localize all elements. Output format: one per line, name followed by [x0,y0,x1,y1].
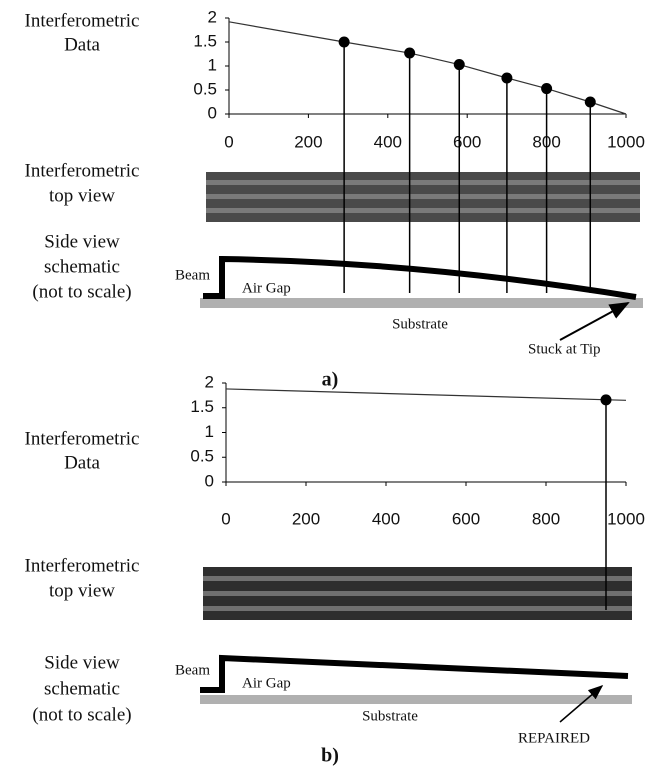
data-point [585,97,596,108]
data-point [339,37,350,48]
x-tick-label: 400 [374,132,402,151]
gap-label: Air Gap [242,280,291,296]
y-tick-label: 0.5 [190,447,214,466]
row-label: Interferometric [25,555,140,576]
y-tick-label: 1.5 [193,31,217,50]
y-tick-label: 1 [208,55,217,74]
data-point [404,48,415,59]
data-point [541,83,552,94]
top-view-image [206,172,640,222]
x-tick-label: 1000 [607,509,645,528]
x-tick-label: 200 [292,509,320,528]
substrate-label: Substrate [392,316,448,332]
y-tick-label: 1 [205,422,214,441]
x-tick-label: 800 [532,509,560,528]
row-label: Interferometric [25,10,140,31]
row-label: top view [49,185,115,206]
data-point [501,73,512,84]
data-point [601,394,612,405]
x-tick-label: 0 [224,132,233,151]
top-view-image [203,567,632,620]
data-line [226,389,626,400]
y-tick-label: 0 [205,471,214,490]
y-tick-label: 2 [205,372,214,391]
row-label: Side view [44,231,120,252]
figure: Beam Air Gap Substrate Stuck at Tip a) B… [0,0,649,768]
y-tick-label: 0.5 [193,79,217,98]
x-tick-label: 200 [294,132,322,151]
row-label: schematic [44,256,120,277]
row-label: schematic [44,678,120,699]
row-label: Interferometric [25,428,140,449]
y-tick-label: 0 [208,103,217,122]
y-tick-label: 2 [208,7,217,26]
caption: b) [321,745,339,767]
data-point [454,59,465,70]
data-line [229,22,626,114]
row-label: (not to scale) [32,704,131,725]
x-tick-label: 400 [372,509,400,528]
row-label: top view [49,580,115,601]
x-tick-label: 1000 [607,132,645,151]
y-tick-label: 1.5 [190,397,214,416]
row-label: Data [64,452,100,473]
substrate-label: Substrate [362,708,418,724]
x-tick-label: 600 [452,509,480,528]
row-label: Interferometric [25,160,140,181]
beam-label: Beam [175,662,210,678]
beam-label: Beam [175,267,210,283]
x-tick-label: 600 [453,132,481,151]
row-label: Side view [44,652,120,673]
caption: a) [322,369,339,391]
note-label: REPAIRED [518,730,590,746]
row-label: (not to scale) [32,281,131,302]
note-label: Stuck at Tip [528,341,601,357]
row-label: Data [64,34,100,55]
gap-label: Air Gap [242,675,291,691]
x-tick-label: 0 [221,509,230,528]
